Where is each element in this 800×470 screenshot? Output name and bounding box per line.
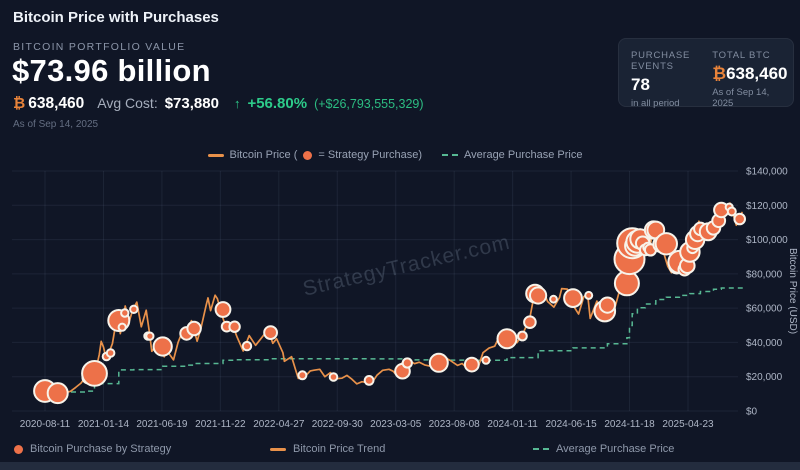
y-tick-label: $80,000 — [746, 269, 783, 280]
x-tick-label: 2022-04-27 — [253, 419, 305, 430]
purchase-marker[interactable] — [214, 301, 232, 318]
legend-avg-label: Average Purchase Price — [464, 149, 583, 161]
portfolio-value: $73.96 billion — [12, 53, 211, 88]
purchase-marker[interactable] — [105, 348, 116, 358]
purchase-events-value: 78 — [631, 75, 650, 94]
total-btc-stat: TOTAL BTC ₿638,460 As of Sep 14, 2025 — [712, 50, 788, 109]
avg-line-swatch — [442, 154, 459, 156]
y-axis-title: Bitcoin Price (USD) — [787, 248, 798, 334]
purchase-marker[interactable] — [549, 294, 558, 304]
y-tick-label: $60,000 — [746, 304, 783, 315]
stats-panel: PURCHASE EVENTS 78 in all period TOTAL B… — [618, 38, 794, 109]
purchase-marker[interactable] — [145, 331, 155, 341]
purchase-marker[interactable] — [120, 308, 130, 318]
purchase-marker[interactable] — [263, 325, 279, 341]
purchase-marker[interactable] — [496, 328, 518, 350]
chart-legend-bottom: Bitcoin Purchase by Strategy Bitcoin Pri… — [0, 438, 800, 460]
legend-avg-label: Average Purchase Price — [556, 443, 675, 455]
purchase-marker[interactable] — [228, 320, 241, 333]
purchase-marker[interactable] — [328, 372, 339, 382]
y-tick-label: $40,000 — [746, 338, 783, 349]
purchase-marker[interactable] — [726, 206, 737, 217]
purchase-marker[interactable] — [117, 322, 127, 332]
gain-percent: +56.80% — [247, 95, 308, 112]
x-tick-label: 2025-04-23 — [662, 419, 714, 430]
price-line-swatch — [207, 153, 224, 157]
purchase-marker[interactable] — [598, 296, 617, 314]
legend-price-item: Bitcoin Price Trend — [270, 443, 519, 455]
y-tick-label: $20,000 — [746, 372, 783, 383]
purchase-events-stat: PURCHASE EVENTS 78 in all period — [631, 50, 691, 109]
y-tick-label: $100,000 — [746, 235, 788, 246]
total-btc-sublabel: As of Sep 14, 2025 — [712, 87, 770, 109]
purchase-marker[interactable] — [152, 336, 173, 357]
y-tick-label: $120,000 — [746, 201, 788, 212]
legend-price-suffix: = Strategy Purchase) — [318, 149, 423, 161]
page-title: Bitcoin Price with Purchases — [13, 9, 219, 26]
legend-price-prefix: Bitcoin Price ( — [229, 149, 298, 161]
avg-cost-value: $73,880 — [164, 95, 219, 112]
legend-purchase-item: Bitcoin Purchase by Strategy — [0, 443, 270, 455]
gain-absolute: (+$26,793,555,329) — [314, 97, 424, 111]
purchase-marker[interactable] — [297, 370, 308, 381]
legend-avg-item: Average Purchase Price — [519, 443, 674, 455]
purchase-marker[interactable] — [584, 290, 594, 300]
purchase-marker[interactable] — [46, 382, 69, 405]
purchase-marker[interactable] — [463, 356, 480, 373]
x-tick-label: 2021-01-14 — [78, 419, 130, 430]
average-purchase-price-line — [45, 284, 743, 393]
btc-amount: 638,460 — [28, 95, 85, 112]
purchase-dot-icon — [14, 444, 23, 454]
x-tick-label: 2024-11-18 — [604, 419, 655, 430]
purchase-marker[interactable] — [529, 286, 548, 305]
purchase-marker[interactable] — [481, 355, 491, 365]
price-line-swatch — [270, 447, 286, 451]
purchase-marker[interactable] — [401, 357, 413, 369]
purchase-marker[interactable] — [129, 304, 139, 314]
x-tick-label: 2023-03-05 — [370, 419, 422, 430]
legend-price-label: Bitcoin Price Trend — [293, 443, 386, 455]
x-tick-label: 2024-06-15 — [546, 419, 598, 430]
y-tick-label: $140,000 — [746, 167, 788, 178]
purchase-marker[interactable] — [613, 270, 640, 297]
gain-up-arrow-icon: ↑ — [233, 96, 241, 111]
portfolio-value-label: BITCOIN PORTFOLIO VALUE — [13, 41, 186, 53]
legend-purchase-label: Bitcoin Purchase by Strategy — [30, 443, 172, 455]
bottom-scroll-strip[interactable] — [0, 462, 800, 470]
purchase-events-label: PURCHASE EVENTS — [631, 50, 691, 72]
purchase-marker[interactable] — [654, 232, 678, 256]
x-tick-label: 2024-01-11 — [487, 419, 538, 430]
x-tick-label: 2021-06-19 — [136, 419, 188, 430]
purchase-marker[interactable] — [563, 288, 583, 309]
purchase-marker[interactable] — [241, 340, 253, 352]
total-btc-value: ₿638,460 — [712, 64, 788, 84]
x-tick-label: 2021-11-22 — [195, 419, 246, 430]
portfolio-stats-row: ₿ 638,460 Avg Cost: $73,880 ↑ +56.80% (+… — [13, 94, 424, 113]
chart-legend-top: Bitcoin Price ( = Strategy Purchase) Ave… — [0, 149, 790, 161]
avg-line-swatch — [533, 448, 549, 450]
x-tick-label: 2023-08-08 — [429, 419, 481, 430]
purchase-marker[interactable] — [523, 315, 537, 330]
as-of-date: As of Sep 14, 2025 — [13, 119, 99, 130]
total-btc-label: TOTAL BTC — [712, 50, 771, 61]
purchase-marker[interactable] — [428, 352, 449, 373]
purchase-events-sublabel: in all period — [631, 98, 680, 109]
bitcoin-symbol: ₿ — [13, 94, 26, 112]
purchase-marker[interactable] — [517, 330, 528, 342]
x-tick-label: 2022-09-30 — [312, 419, 364, 430]
avg-cost-label: Avg Cost: — [97, 95, 158, 111]
purchase-marker[interactable] — [186, 320, 202, 337]
purchase-marker[interactable] — [81, 360, 108, 387]
y-tick-label: $0 — [746, 407, 758, 418]
purchase-dot-icon — [303, 150, 313, 160]
bitcoin-symbol: ₿ — [712, 64, 727, 84]
watermark: StrategyTracker.com — [301, 231, 513, 301]
x-tick-label: 2020-08-11 — [20, 419, 71, 430]
purchase-marker[interactable] — [363, 375, 375, 386]
purchase-marker[interactable] — [733, 212, 747, 226]
